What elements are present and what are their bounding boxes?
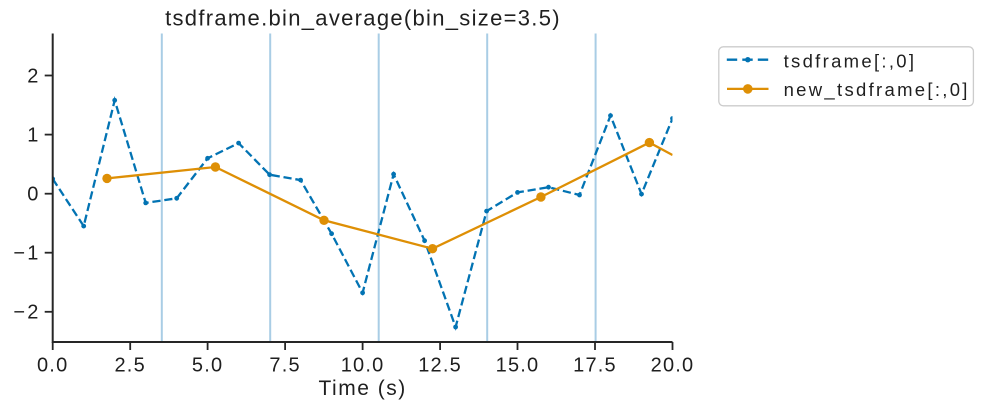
svg-text:15.0: 15.0	[496, 354, 540, 376]
svg-text:−2: −2	[13, 302, 40, 324]
svg-text:2.5: 2.5	[114, 354, 145, 376]
svg-text:new_tsdframe[:,0]: new_tsdframe[:,0]	[784, 79, 970, 101]
svg-text:10.0: 10.0	[341, 354, 385, 376]
svg-text:Time (s): Time (s)	[318, 377, 406, 400]
svg-text:17.5: 17.5	[573, 354, 617, 376]
svg-text:7.5: 7.5	[269, 354, 300, 376]
svg-text:1: 1	[27, 125, 40, 147]
svg-text:tsdframe[:,0]: tsdframe[:,0]	[784, 50, 917, 71]
svg-text:tsdframe.bin_average(bin_size=: tsdframe.bin_average(bin_size=3.5)	[165, 6, 561, 31]
svg-text:12.5: 12.5	[418, 354, 462, 376]
svg-text:2: 2	[27, 65, 40, 87]
svg-text:5.0: 5.0	[192, 354, 223, 376]
svg-text:−1: −1	[13, 243, 40, 265]
svg-text:0.0: 0.0	[37, 354, 68, 376]
svg-text:20.0: 20.0	[651, 354, 695, 376]
svg-text:0: 0	[27, 184, 40, 206]
